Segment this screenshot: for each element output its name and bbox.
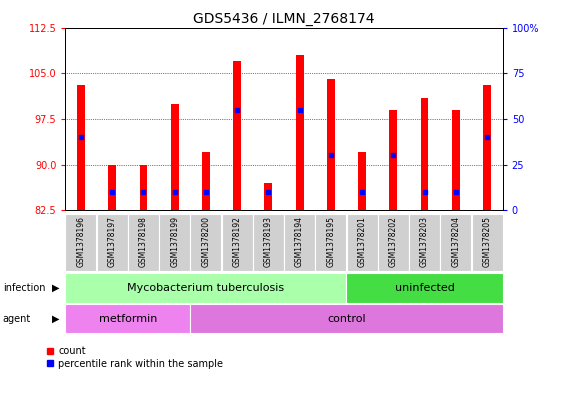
- FancyBboxPatch shape: [97, 214, 128, 271]
- Bar: [140, 165, 147, 210]
- FancyBboxPatch shape: [284, 214, 315, 271]
- FancyBboxPatch shape: [65, 304, 190, 333]
- FancyBboxPatch shape: [409, 214, 440, 271]
- Text: uninfected: uninfected: [395, 283, 454, 293]
- Text: GSM1378205: GSM1378205: [483, 217, 491, 268]
- Bar: [265, 183, 272, 210]
- Text: GSM1378200: GSM1378200: [202, 217, 210, 268]
- FancyBboxPatch shape: [346, 214, 378, 271]
- Bar: [483, 85, 491, 210]
- Text: control: control: [327, 314, 366, 323]
- Text: GSM1378198: GSM1378198: [139, 217, 148, 267]
- Text: GSM1378203: GSM1378203: [420, 217, 429, 268]
- Bar: [171, 104, 178, 210]
- Title: GDS5436 / ILMN_2768174: GDS5436 / ILMN_2768174: [193, 13, 375, 26]
- Bar: [452, 110, 460, 210]
- Text: GSM1378195: GSM1378195: [327, 217, 335, 268]
- Bar: [421, 97, 428, 210]
- Text: GSM1378193: GSM1378193: [264, 217, 273, 268]
- FancyBboxPatch shape: [253, 214, 284, 271]
- FancyBboxPatch shape: [440, 214, 471, 271]
- Text: ▶: ▶: [52, 283, 60, 293]
- Bar: [202, 152, 210, 210]
- FancyBboxPatch shape: [222, 214, 253, 271]
- FancyBboxPatch shape: [346, 273, 503, 303]
- FancyBboxPatch shape: [190, 304, 503, 333]
- Text: agent: agent: [3, 314, 31, 323]
- Legend: count, percentile rank within the sample: count, percentile rank within the sample: [42, 342, 227, 373]
- Text: metformin: metformin: [99, 314, 157, 323]
- FancyBboxPatch shape: [65, 273, 346, 303]
- Text: GSM1378204: GSM1378204: [452, 217, 460, 268]
- Text: GSM1378194: GSM1378194: [295, 217, 304, 268]
- Bar: [390, 110, 397, 210]
- FancyBboxPatch shape: [315, 214, 346, 271]
- FancyBboxPatch shape: [190, 214, 222, 271]
- Bar: [233, 61, 241, 210]
- Bar: [108, 165, 116, 210]
- Bar: [327, 79, 335, 210]
- Text: GSM1378202: GSM1378202: [389, 217, 398, 267]
- Bar: [77, 85, 85, 210]
- Text: GSM1378199: GSM1378199: [170, 217, 179, 268]
- FancyBboxPatch shape: [159, 214, 190, 271]
- Text: GSM1378192: GSM1378192: [233, 217, 241, 267]
- FancyBboxPatch shape: [471, 214, 503, 271]
- Text: infection: infection: [3, 283, 45, 293]
- Text: ▶: ▶: [52, 314, 60, 323]
- FancyBboxPatch shape: [65, 214, 97, 271]
- FancyBboxPatch shape: [378, 214, 409, 271]
- Text: GSM1378201: GSM1378201: [358, 217, 366, 267]
- Text: GSM1378196: GSM1378196: [77, 217, 85, 268]
- FancyBboxPatch shape: [128, 214, 159, 271]
- Text: GSM1378197: GSM1378197: [108, 217, 116, 268]
- Bar: [358, 152, 366, 210]
- Text: Mycobacterium tuberculosis: Mycobacterium tuberculosis: [127, 283, 285, 293]
- Bar: [296, 55, 303, 210]
